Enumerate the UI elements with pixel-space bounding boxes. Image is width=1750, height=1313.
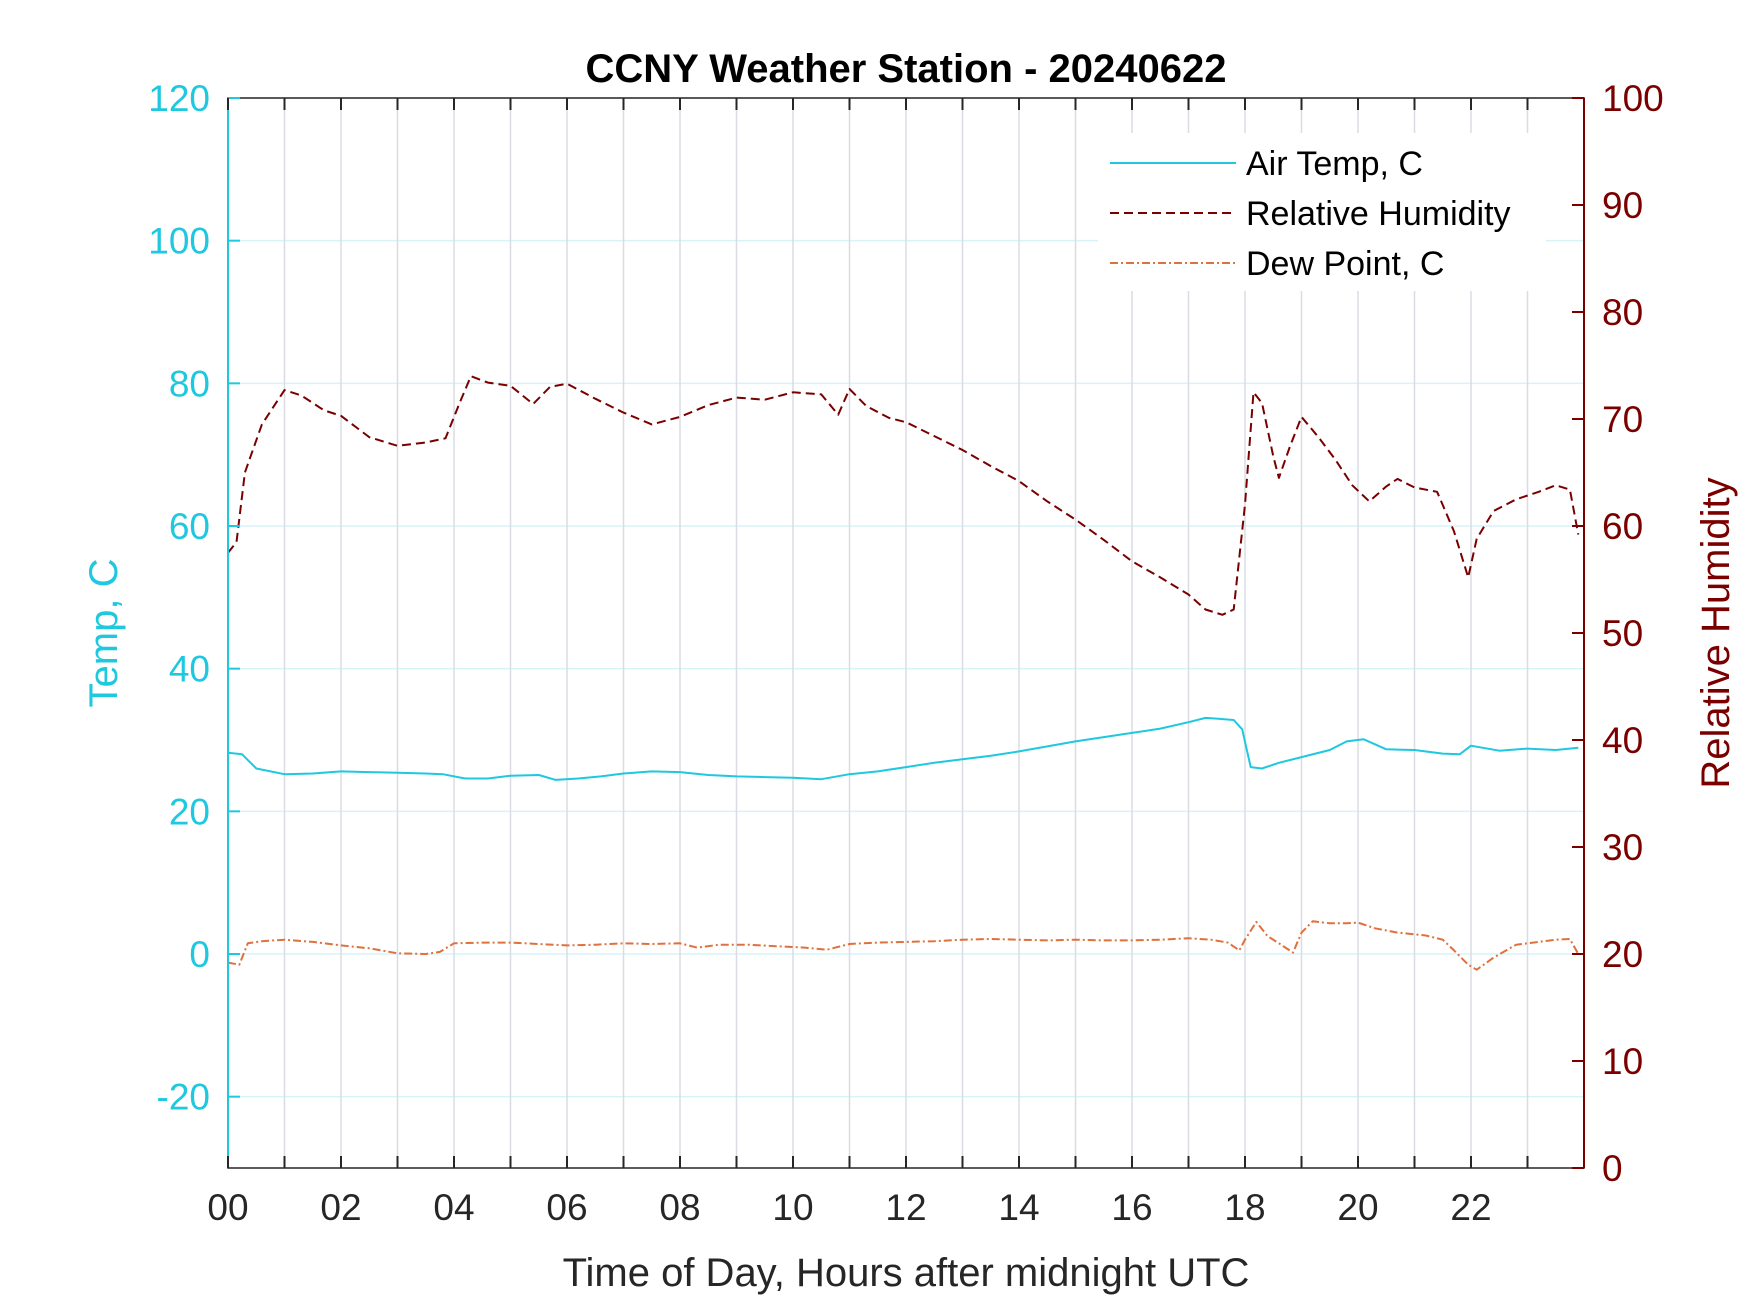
- x-tick-label: 02: [320, 1187, 361, 1228]
- air-temp-line: [227, 716, 1579, 781]
- left-tick-label: 40: [169, 649, 210, 690]
- right-tick-label: 0: [1602, 1148, 1623, 1189]
- x-tick-label: 04: [433, 1187, 474, 1228]
- dew-point-line: [227, 920, 1580, 971]
- right-axis-label: Relative Humidity: [1694, 477, 1738, 788]
- x-tick-label: 14: [998, 1187, 1039, 1228]
- chart-title: CCNY Weather Station - 20240622: [586, 47, 1227, 91]
- left-tick-label: 120: [148, 78, 210, 119]
- left-tick-label: -20: [157, 1077, 210, 1118]
- x-tick-label: 08: [659, 1187, 700, 1228]
- x-tick-label: 10: [772, 1187, 813, 1228]
- relative-humidity-line: [227, 375, 1580, 616]
- legend: Air Temp, C Relative Humidity Dew Point,…: [1098, 133, 1546, 291]
- left-tick-label: 60: [169, 506, 210, 547]
- legend-label-dew-point: Dew Point, C: [1246, 245, 1444, 283]
- x-tick-label: 20: [1337, 1187, 1378, 1228]
- right-tick-label: 100: [1602, 78, 1664, 119]
- x-tick-label: 00: [207, 1187, 248, 1228]
- x-axis-label: Time of Day, Hours after midnight UTC: [563, 1251, 1250, 1295]
- x-tick-label: 06: [546, 1187, 587, 1228]
- x-tick-label: 18: [1224, 1187, 1265, 1228]
- left-tick-label: 100: [148, 221, 210, 262]
- right-tick-label: 40: [1602, 720, 1643, 761]
- x-tick-label: 16: [1111, 1187, 1152, 1228]
- right-tick-label: 20: [1602, 934, 1643, 975]
- right-tick-label: 50: [1602, 613, 1643, 654]
- right-tick-label: 60: [1602, 506, 1643, 547]
- right-tick-label: 10: [1602, 1041, 1643, 1082]
- axes: -200204060801001200102030405060708090100…: [148, 78, 1663, 1228]
- left-tick-label: 0: [189, 934, 210, 975]
- right-tick-label: 90: [1602, 185, 1643, 226]
- right-tick-label: 30: [1602, 827, 1643, 868]
- legend-label-relative-humidity: Relative Humidity: [1246, 195, 1511, 233]
- legend-label-air-temp: Air Temp, C: [1246, 145, 1423, 183]
- x-tick-label: 22: [1450, 1187, 1491, 1228]
- right-tick-label: 80: [1602, 292, 1643, 333]
- left-axis-label: Temp, C: [82, 559, 126, 708]
- left-tick-label: 80: [169, 363, 210, 404]
- series-layer: [227, 375, 1580, 971]
- x-tick-label: 12: [885, 1187, 926, 1228]
- left-tick-label: 20: [169, 791, 210, 832]
- right-tick-label: 70: [1602, 399, 1643, 440]
- grid: [228, 97, 1584, 1168]
